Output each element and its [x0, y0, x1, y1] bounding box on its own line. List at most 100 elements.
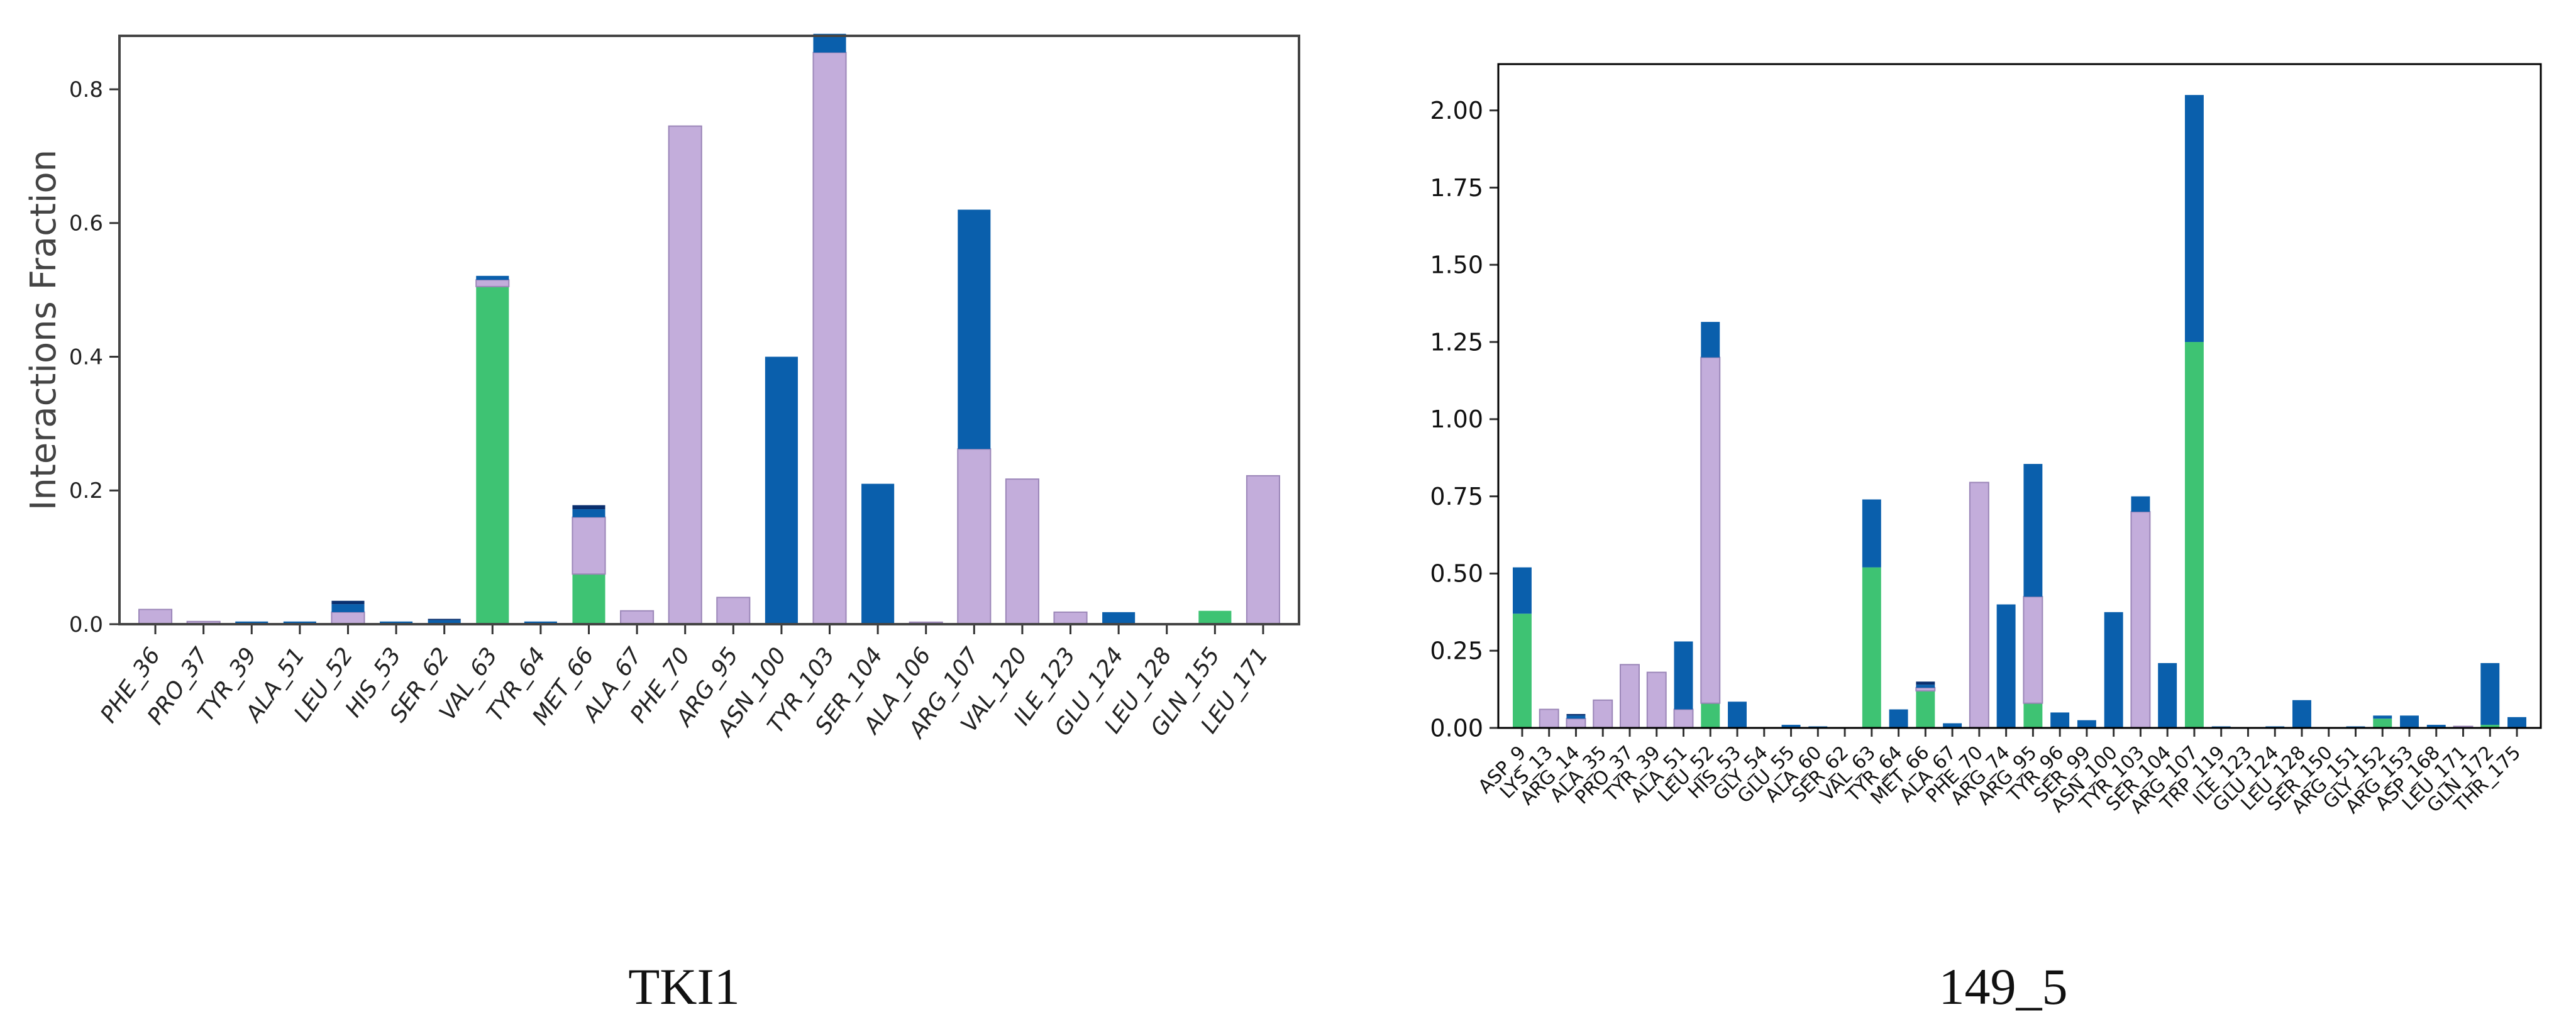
y-tick-label: 1.25 — [1430, 328, 1483, 356]
bar-segment-water-bridge — [2373, 715, 2392, 719]
y-tick-label: 0.2 — [69, 478, 103, 503]
bar-segment-hydrophobic — [138, 608, 173, 625]
y-tick-label: 0.25 — [1430, 637, 1483, 665]
bar-segment-hydrophobic — [1053, 611, 1088, 625]
bar-segment-hydrophobic — [1246, 475, 1280, 625]
bar-segment-hydrophobic — [812, 52, 847, 625]
bar-segment-hbond — [1916, 691, 1935, 728]
bar-segment-water-bridge — [2184, 95, 2204, 343]
bar-segment-hbond — [2373, 718, 2392, 728]
y-axis-ticks: 0.0 0.2 0.4 0.6 0.8 — [69, 77, 119, 637]
bar-segment-water-bridge — [1701, 322, 1720, 358]
bar-segment-water-bridge — [1862, 499, 1881, 568]
bar-segment-water-bridge — [2104, 612, 2123, 728]
panel-caption: 149_5 — [1939, 958, 2068, 1015]
bar-segment-water-bridge — [1102, 612, 1136, 624]
y-tick-label: 0.4 — [69, 344, 103, 370]
bar-segment-water-bridge — [2426, 725, 2446, 728]
bar-segment-ionic-dark — [1566, 713, 1586, 716]
bar-segment-hbond — [1701, 703, 1720, 728]
y-tick-label: 0.50 — [1430, 560, 1483, 588]
bar-segment-hydrophobic — [331, 611, 365, 625]
y-tick-label: 1.00 — [1430, 405, 1483, 433]
bar-segment-water-bridge — [380, 621, 413, 624]
plot-frame — [118, 35, 1300, 625]
chart-panel-149-5: 0.00 0.25 0.50 0.75 1.00 1.25 1.50 1.75 2.00 ASP… — [1430, 63, 2542, 1015]
bar-segment-hbond — [1198, 610, 1232, 624]
y-tick-label: 0.0 — [69, 612, 103, 637]
bar-segment-water-bridge — [1728, 702, 1747, 728]
bar-segment-water-bridge — [2077, 720, 2096, 728]
bar-segment-water-bridge — [861, 483, 895, 624]
bar-segment-hbond — [2184, 342, 2204, 728]
bar-segment-hydrophobic — [2130, 511, 2151, 729]
x-axis-ticks: ASP_9LYS_13ARG_14ALA_35PRO_37TYR_39ALA_5… — [1474, 728, 2525, 818]
y-axis-label: Interactions Fraction — [23, 150, 64, 510]
y-tick-label: 0.8 — [69, 77, 103, 102]
bar-segment-hydrophobic — [1593, 699, 1613, 729]
bar-segment-hbond — [2480, 725, 2500, 728]
y-tick-label: 2.00 — [1430, 97, 1483, 124]
bar-segment-water-bridge — [958, 209, 991, 449]
bar-segment-water-bridge — [572, 509, 605, 517]
bar-segment-water-bridge — [1781, 725, 1801, 728]
bar-segment-water-bridge — [2158, 663, 2177, 728]
bar-segment-hydrophobic — [620, 610, 655, 625]
bar-segment-hydrophobic — [2023, 596, 2043, 704]
bar-segment-hydrophobic — [1005, 478, 1039, 625]
bar-segment-water-bridge — [1566, 715, 1586, 719]
bar-segment-water-bridge — [765, 356, 798, 624]
bar-segment-hydrophobic — [957, 448, 992, 625]
bar-segment-ionic-dark — [1916, 681, 1935, 685]
bar-segment-hydrophobic — [668, 125, 702, 625]
x-axis-ticks: PHE_36PRO_37TYR_39ALA_51LEU_52HIS_53SER_… — [96, 624, 1273, 744]
bar-segment-hydrophobic — [1969, 481, 1989, 729]
y-tick-label: 0.75 — [1430, 483, 1483, 510]
bar-segment-water-bridge — [1996, 604, 2016, 728]
bar-segment-water-bridge — [1943, 723, 1962, 728]
y-tick-label: 0.00 — [1430, 714, 1483, 742]
bar-segment-hydrophobic — [475, 279, 510, 287]
y-axis-ticks: 0.00 0.25 0.50 0.75 1.00 1.25 1.50 1.75 2.00 — [1430, 97, 1498, 742]
bar-segment-hydrophobic — [1566, 718, 1586, 729]
bar-segment-hydrophobic — [1673, 708, 1694, 729]
bar-segment-water-bridge — [2292, 700, 2311, 728]
bar-segment-water-bridge — [1512, 567, 1532, 614]
bar-segment-water-bridge — [235, 621, 268, 624]
plot-frame — [1497, 63, 2542, 729]
bar-segment-hydrophobic — [572, 516, 606, 575]
bar-segment-ionic-dark — [428, 619, 461, 620]
bar-segment-water-bridge — [1674, 641, 1693, 710]
bar-segment-water-bridge — [428, 620, 461, 624]
panel-caption: TKI1 — [628, 958, 740, 1015]
bar-segment-water-bridge — [2480, 663, 2500, 725]
bar-segment-water-bridge — [2050, 712, 2070, 728]
bar-segment-water-bridge — [1916, 685, 1935, 688]
bar-segment-hbond — [476, 286, 509, 624]
bar-segment-water-bridge — [283, 621, 316, 624]
y-tick-label: 1.50 — [1430, 251, 1483, 279]
bar-segment-water-bridge — [2507, 717, 2527, 728]
bar-group — [1512, 95, 2527, 729]
bar-segment-hydrophobic — [1700, 356, 1721, 704]
bar-segment-ionic-dark — [572, 505, 605, 510]
chart-panel-tki1: Interactions Fraction 0.0 0.2 0.4 0.6 0.8 PH… — [23, 33, 1300, 1015]
bar-segment-water-bridge — [331, 604, 365, 612]
bar-segment-hydrophobic — [1646, 671, 1667, 729]
bar-segment-water-bridge — [2131, 496, 2150, 512]
bar-segment-hbond — [1862, 567, 1881, 728]
bar-segment-water-bridge — [2023, 464, 2043, 597]
bar-segment-water-bridge — [2400, 715, 2419, 728]
bar-segment-hydrophobic — [1915, 687, 1936, 692]
bar-segment-hydrophobic — [1620, 664, 1640, 729]
bar-segment-hbond — [1512, 614, 1532, 728]
y-tick-label: 1.75 — [1430, 174, 1483, 202]
bar-segment-water-bridge — [524, 621, 557, 624]
bar-segment-water-bridge — [476, 275, 509, 280]
bar-segment-hbond — [2023, 703, 2043, 728]
bar-group — [138, 33, 1280, 625]
bar-segment-hbond — [572, 574, 605, 624]
bar-segment-hydrophobic — [716, 597, 751, 625]
bar-segment-water-bridge — [1889, 709, 1908, 728]
